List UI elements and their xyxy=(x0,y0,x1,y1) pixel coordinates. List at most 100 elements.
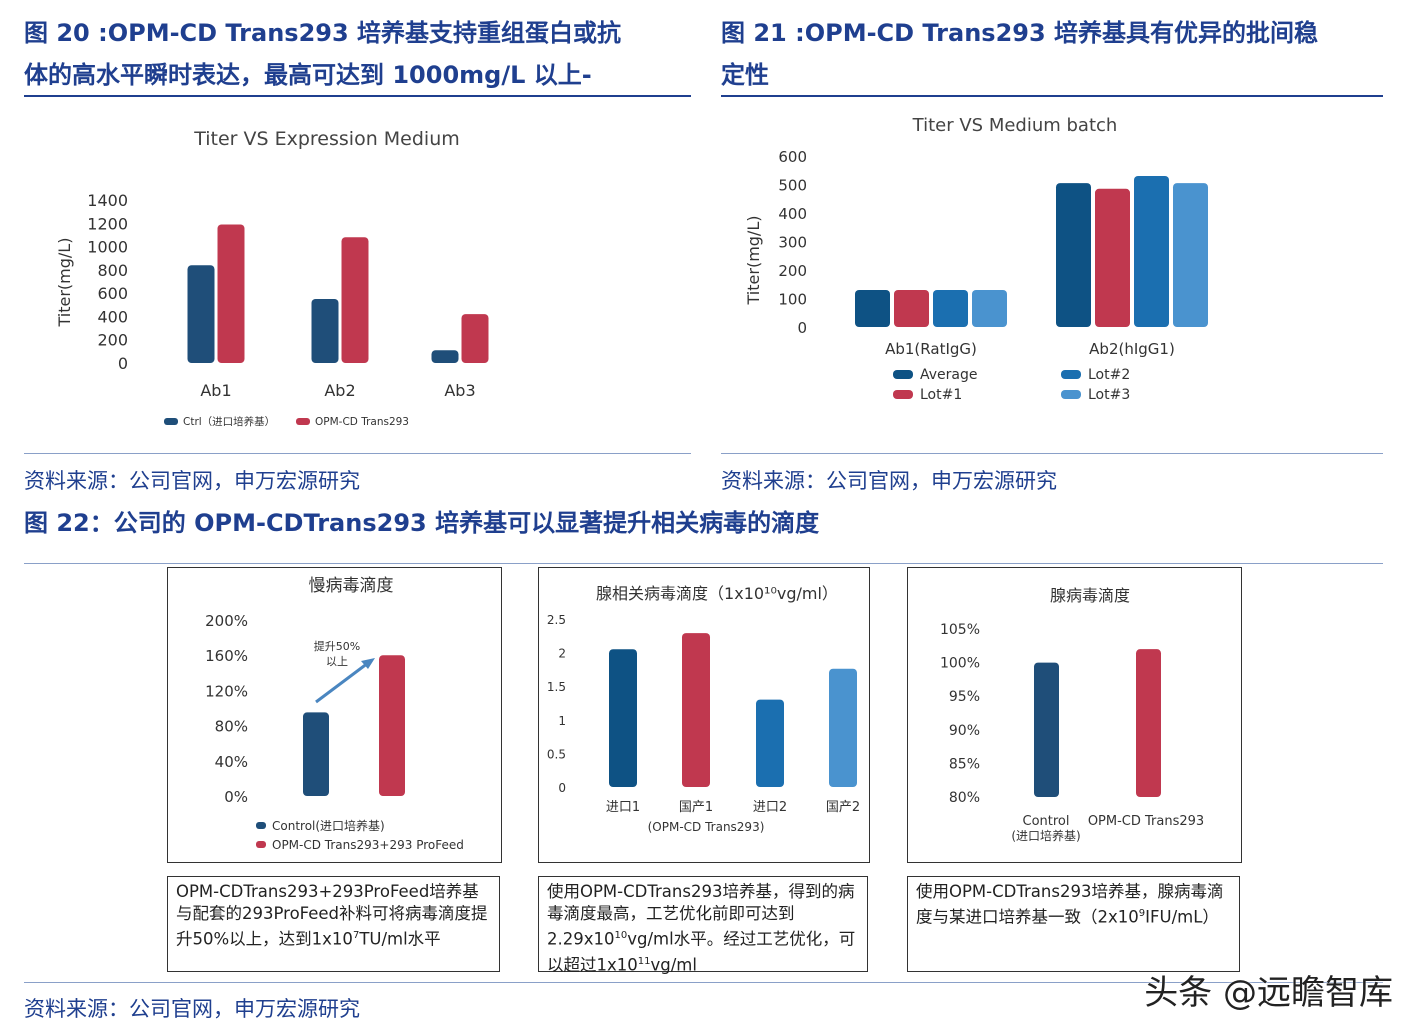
y-axis-label: Titer(mg/L) xyxy=(55,238,74,328)
aav-panel: 腺相关病毒滴度（1x10¹⁰vg/ml） 2.5 2 1.5 1 0.5 0 进口1 国产1 进口… xyxy=(538,567,870,863)
bar-进口2 xyxy=(756,699,784,787)
fig22-bottom-rule xyxy=(24,982,1383,983)
y-tick-label: 95% xyxy=(949,689,980,705)
y-tick-label: 0.5 xyxy=(547,747,566,761)
legend-label: Average xyxy=(920,367,978,383)
legend-label: Control(进口培养基) xyxy=(272,818,385,833)
fig21-title-rule xyxy=(721,95,1383,97)
fig21-source: 资料来源：公司官网，申万宏源研究 xyxy=(721,469,1057,493)
lentivirus-note-post: TU/ml水平 xyxy=(359,929,441,949)
aav-note-sup: 10 xyxy=(614,930,628,941)
y-tick-label: 200% xyxy=(205,612,248,630)
fig20-bottom-rule xyxy=(24,453,691,454)
x-tick-label: 国产2 xyxy=(826,800,860,815)
y-tick-label: 400 xyxy=(778,205,807,223)
y-tick-label: 1.5 xyxy=(547,680,566,694)
chart-title: 腺相关病毒滴度（1x10¹⁰vg/ml） xyxy=(596,584,838,603)
x-tick-label: 进口2 xyxy=(753,800,787,815)
y-tick-label: 1400 xyxy=(87,191,128,210)
legend-label: Lot#2 xyxy=(1088,367,1130,383)
increase-arrow xyxy=(315,661,369,704)
fig20-source: 资料来源：公司官网，申万宏源研究 xyxy=(24,469,360,493)
y-tick-label: 500 xyxy=(778,177,807,195)
fig22-title: 图 22：公司的 OPM-CDTrans293 培养基可以显著提升相关病毒的滴度 xyxy=(24,509,820,537)
x-sublabel: (OPM-CD Trans293) xyxy=(648,820,765,834)
y-tick-label: 1200 xyxy=(87,214,128,233)
fig20-title: 图 20 :OPM-CD Trans293 培养基支持重组蛋白或抗 体的高水平瞬… xyxy=(24,12,694,96)
legend-swatch xyxy=(1061,370,1081,379)
fig21-chart: Titer VS Medium batch 600 500 400 300 200 100 0… xyxy=(744,115,1208,403)
x-tick-label: Ab3 xyxy=(444,381,475,400)
increase-arrow-head xyxy=(361,658,375,669)
x-tick-label: Ab2(hIgG1) xyxy=(1089,340,1175,358)
bar-Ab1(RatIgG)-1 xyxy=(894,289,929,327)
bar-Ab1(RatIgG)-2 xyxy=(933,289,968,327)
x-tick-label: 国产1 xyxy=(679,800,713,815)
y-tick-label: 2.5 xyxy=(547,613,566,627)
fig21-title: 图 21 :OPM-CD Trans293 培养基具有优异的批间稳 定性 xyxy=(721,12,1391,96)
fig21-bottom-rule xyxy=(721,453,1383,454)
fig21-title-line1: 图 21 :OPM-CD Trans293 培养基具有优异的批间稳 xyxy=(721,19,1319,47)
bar-国产1 xyxy=(682,633,710,787)
bar-Ab2-0 xyxy=(311,298,339,363)
legend-swatch xyxy=(296,418,310,425)
y-tick-label: 80% xyxy=(949,790,980,806)
adenovirus-note-pre: 使用OPM-CDTrans293培养基，腺病毒滴度与某进口培养基一致（2x10 xyxy=(916,882,1224,927)
lentivirus-note-sup: 7 xyxy=(352,930,360,941)
y-tick-label: 300 xyxy=(778,234,807,252)
bar-Ab1(RatIgG)-3 xyxy=(972,289,1007,327)
lentivirus-chart: 慢病毒滴度 200% 160% 120% 80% 40% 0% 提升50% 以上 Control(… xyxy=(205,575,464,852)
x-tick-label: Ab2 xyxy=(324,381,355,400)
y-tick-label: 120% xyxy=(205,682,248,700)
annotation-line1: 提升50% xyxy=(314,640,360,653)
aav-note: 使用OPM-CDTrans293培养基，得到的病毒滴度最高，工艺优化前即可达到2… xyxy=(538,876,868,975)
lentivirus-note: OPM-CDTrans293+293ProFeed培养基与配套的293ProFe… xyxy=(167,876,500,972)
bar-Control(进口培养基) xyxy=(303,712,329,796)
legend-label: OPM-CD Trans293 xyxy=(315,416,409,428)
adenovirus-note-post: IFU/mL） xyxy=(1145,907,1219,927)
y-tick-label: 90% xyxy=(949,723,980,739)
aav-note-sup2: 11 xyxy=(637,955,651,967)
y-tick-label: 0 xyxy=(558,781,566,795)
legend-swatch xyxy=(893,390,913,399)
aav-note-pre: 使用OPM-CDTrans293培养基，得到的病毒滴度最高，工艺优化前即可达到2… xyxy=(547,882,855,949)
bar-国产2 xyxy=(829,668,857,787)
legend-swatch xyxy=(164,418,178,425)
y-tick-label: 600 xyxy=(778,148,807,166)
x-tick-label: OPM-CD Trans293 xyxy=(1088,814,1204,829)
chart-title: Titer VS Expression Medium xyxy=(193,128,460,150)
y-tick-label: 40% xyxy=(215,753,248,771)
y-tick-label: 85% xyxy=(949,756,980,772)
bar-Ab2(hIgG1)-0 xyxy=(1056,183,1091,327)
legend-label: OPM-CD Trans293+293 ProFeed xyxy=(272,838,464,852)
bar-Ab2(hIgG1)-3 xyxy=(1173,183,1208,327)
y-tick-label: 2 xyxy=(558,647,566,661)
y-tick-label: 1000 xyxy=(87,238,128,257)
fig20-title-line2: 体的高水平瞬时表达，最高可达到 1000mg/L 以上- xyxy=(24,61,592,89)
y-tick-label: 0% xyxy=(224,788,248,806)
annotation-line2: 以上 xyxy=(326,655,348,668)
y-tick-label: 0 xyxy=(118,354,128,373)
aav-note-post2: vg/ml xyxy=(650,955,697,974)
x-tick-sublabel: (进口培养基) xyxy=(1011,828,1080,843)
lentivirus-panel: 慢病毒滴度 200% 160% 120% 80% 40% 0% 提升50% 以上 Control(… xyxy=(167,567,502,863)
chart-title: 慢病毒滴度 xyxy=(309,575,394,596)
legend-swatch xyxy=(893,370,913,379)
fig21-title-line2: 定性 xyxy=(721,61,769,89)
chart-title: Titer VS Medium batch xyxy=(912,115,1118,136)
adenovirus-chart: 腺病毒滴度 105% 100% 95% 90% 85% 80% Control(进口培养基) O… xyxy=(940,586,1204,843)
x-tick-label: Ab1 xyxy=(200,381,231,400)
bar-OPM-CD Trans293 xyxy=(1136,649,1161,797)
bar-Ab1(RatIgG)-0 xyxy=(855,289,890,327)
y-tick-label: 200 xyxy=(97,331,128,350)
fig20-title-line1: 图 20 :OPM-CD Trans293 培养基支持重组蛋白或抗 xyxy=(24,19,622,47)
aav-note-post: vg/ml水平。经过工艺优化，可以超过1x10 xyxy=(547,929,856,975)
y-tick-label: 400 xyxy=(97,307,128,326)
y-tick-label: 800 xyxy=(97,261,128,280)
y-axis-label: Titer(mg/L) xyxy=(744,216,763,306)
y-tick-label: 100% xyxy=(940,656,980,672)
y-tick-label: 80% xyxy=(215,718,248,736)
y-tick-label: 100 xyxy=(778,291,807,309)
y-tick-label: 160% xyxy=(205,647,248,665)
legend-label: Lot#1 xyxy=(920,387,962,403)
